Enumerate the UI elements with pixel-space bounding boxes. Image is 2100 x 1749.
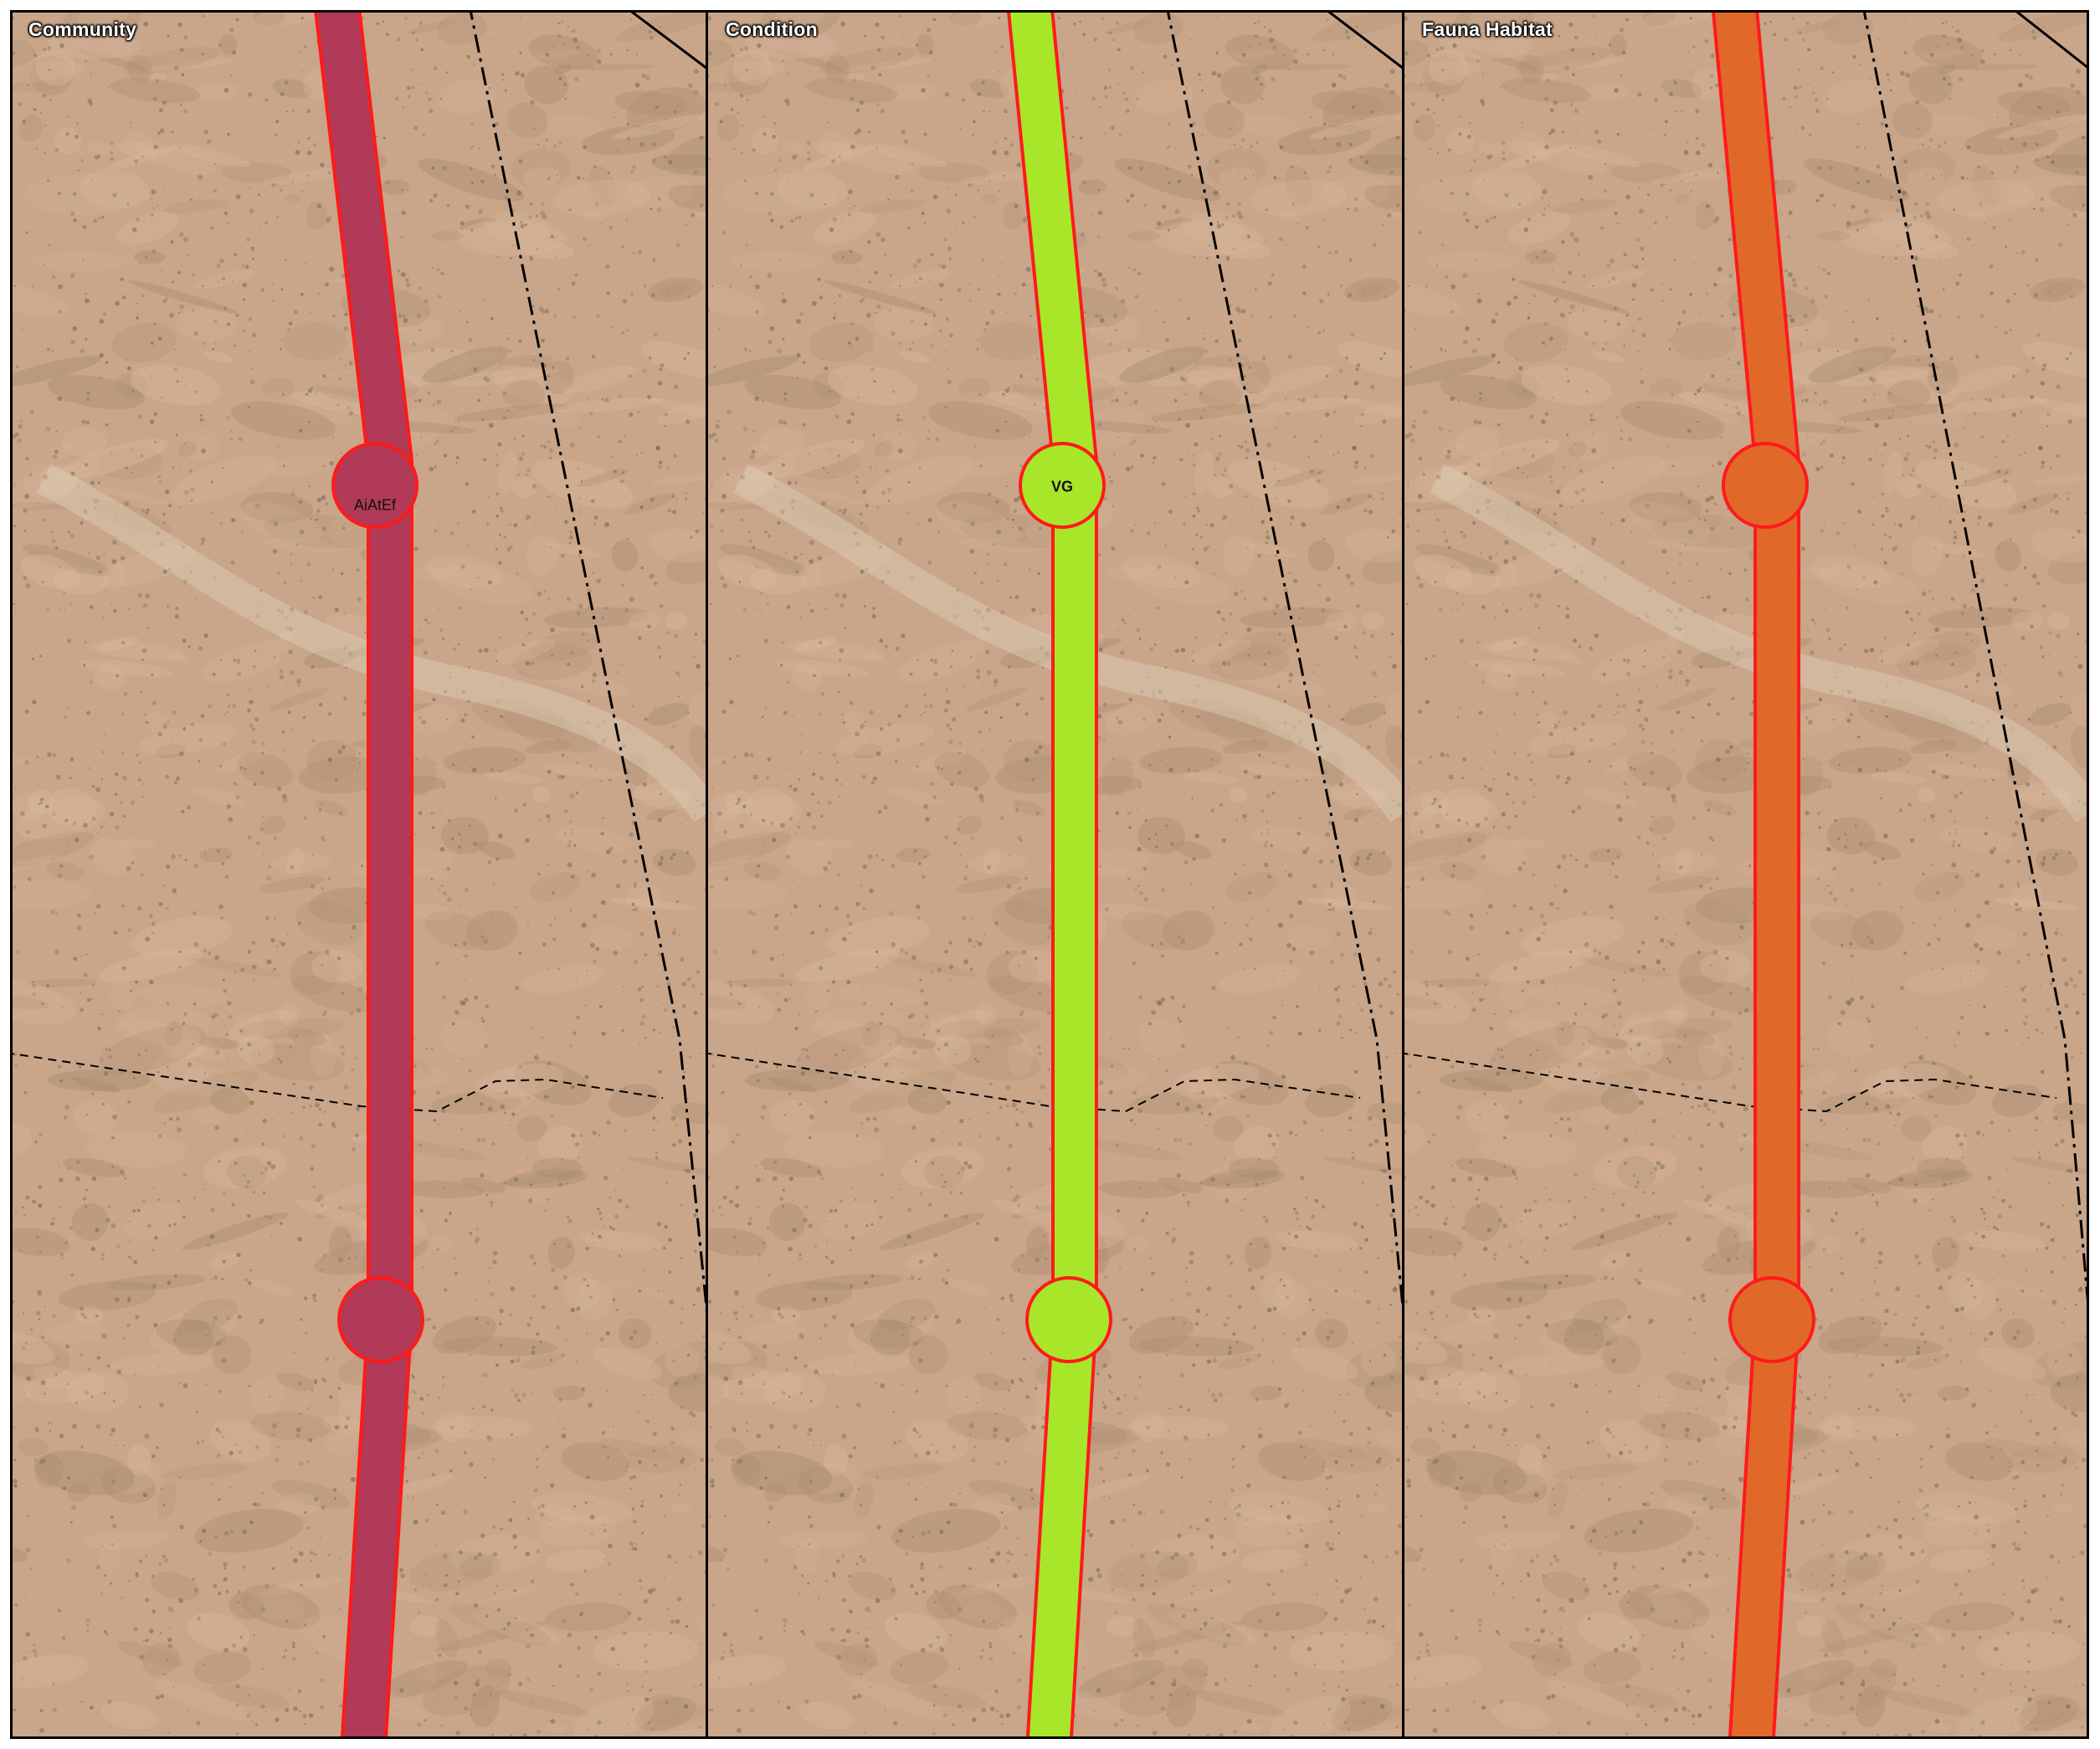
community-panel: Community AiAtEf [10, 10, 707, 1739]
fauna-habitat-panel-title: Fauna Habitat [1422, 18, 1553, 40]
drainage-line [36, 464, 707, 823]
corner-boundary [629, 10, 707, 70]
dashed-boundary [10, 1052, 664, 1113]
condition-map [707, 10, 1404, 1739]
community-map [10, 10, 707, 1739]
dashdot-boundary [469, 10, 707, 1316]
condition-panel-title: Condition [726, 18, 818, 40]
corridor-node [1025, 1276, 1112, 1363]
corner-boundary [1326, 10, 1404, 70]
aerial-texture [707, 10, 1404, 1739]
community-panel-title: Community [28, 18, 137, 40]
corridor-fill [1009, 10, 1095, 1739]
corner-boundary [2014, 10, 2089, 70]
corridor-node [1728, 1276, 1815, 1363]
corridor-node [331, 442, 418, 529]
dashdot-boundary [1166, 10, 1404, 1316]
aerial-texture [1404, 10, 2089, 1739]
panel-divider [706, 10, 708, 1739]
panel-divider [1402, 10, 1404, 1739]
condition-node-label: VG [1050, 478, 1074, 495]
corridor-node [337, 1276, 424, 1363]
community-node-label: AiAtEf [353, 496, 397, 514]
dashed-boundary [707, 1052, 1361, 1113]
drainage-line [733, 464, 1404, 823]
corridor-fill [317, 10, 410, 1739]
aerial-texture [10, 10, 707, 1739]
dashdot-boundary [1862, 10, 2089, 1316]
corridor-fill [1714, 10, 1797, 1739]
fauna-habitat-map [1404, 10, 2089, 1739]
fauna-habitat-panel: Fauna Habitat [1404, 10, 2089, 1739]
drainage-line [1430, 464, 2089, 823]
corridor-node [1019, 442, 1106, 529]
condition-panel: Condition VG [707, 10, 1404, 1739]
corridor-node [1722, 442, 1809, 529]
